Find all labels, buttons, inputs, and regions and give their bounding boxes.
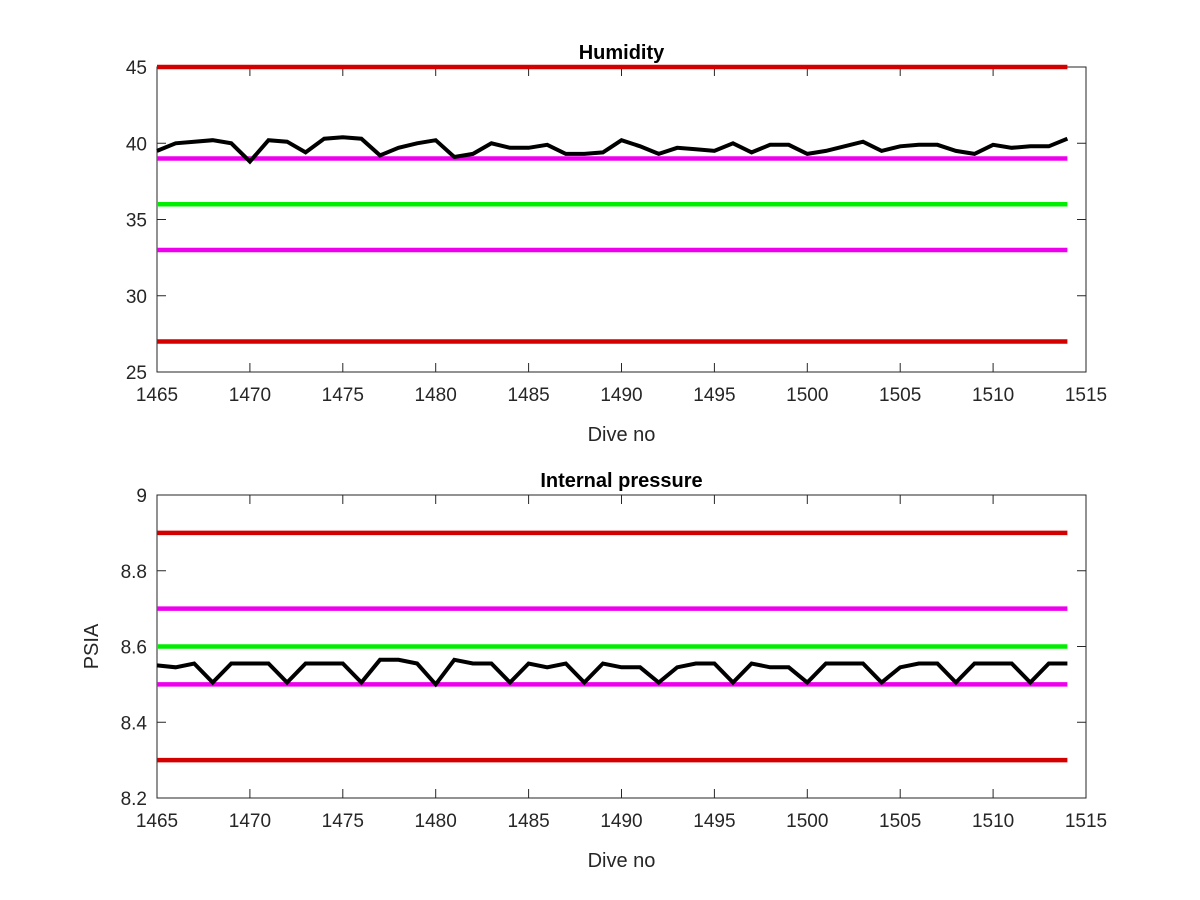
y-tick-label: 45 xyxy=(126,58,147,79)
x-axis-label: Dive no xyxy=(588,850,656,872)
x-tick-label: 1470 xyxy=(229,385,271,406)
y-tick-label: 30 xyxy=(126,287,147,308)
y-tick-label: 8.8 xyxy=(121,562,147,583)
plot-area-frame xyxy=(156,66,1087,373)
x-tick-label: 1475 xyxy=(322,385,364,406)
x-tick-label: 1465 xyxy=(136,385,178,406)
chart-title: Internal pressure xyxy=(540,470,702,492)
x-axis-label: Dive no xyxy=(588,424,656,446)
x-tick-label: 1500 xyxy=(786,811,828,832)
x-tick-label: 1505 xyxy=(879,385,921,406)
chart-title: Humidity xyxy=(579,42,665,64)
y-tick-label: 9 xyxy=(136,486,147,507)
chart-1: 1465 1470 1475 1480 1485 1490 1495 1500 1505 1510… xyxy=(126,42,1107,446)
x-tick-label: 1515 xyxy=(1065,811,1107,832)
x-tick-label: 1485 xyxy=(507,811,549,832)
x-tick-label: 1495 xyxy=(693,385,735,406)
x-tick-label: 1490 xyxy=(600,385,642,406)
y-axis-label: PSIA xyxy=(81,623,103,669)
x-tick-label: 1495 xyxy=(693,811,735,832)
x-tick-label: 1510 xyxy=(972,811,1014,832)
x-tick-label: 1510 xyxy=(972,385,1014,406)
series-line-6 xyxy=(156,135,1069,165)
y-tick-label: 8.2 xyxy=(121,789,147,810)
x-tick-label: 1470 xyxy=(229,811,271,832)
x-tick-label: 1480 xyxy=(415,811,457,832)
x-tick-label: 1490 xyxy=(600,811,642,832)
y-tick-label: 35 xyxy=(126,211,147,232)
x-tick-label: 1485 xyxy=(507,385,549,406)
y-tick-label: 25 xyxy=(126,363,147,384)
x-tick-label: 1515 xyxy=(1065,385,1107,406)
x-tick-label: 1465 xyxy=(136,811,178,832)
y-tick-label: 40 xyxy=(126,134,147,155)
x-tick-label: 1480 xyxy=(415,385,457,406)
series-line-6 xyxy=(156,657,1068,688)
x-tick-label: 1505 xyxy=(879,811,921,832)
y-tick-label: 8.4 xyxy=(121,713,148,734)
y-tick-label: 8.6 xyxy=(121,638,147,659)
chart-2: 1465 1470 1475 1480 1485 1490 1495 1500 1505 1510… xyxy=(81,470,1107,872)
x-tick-label: 1500 xyxy=(786,385,828,406)
x-tick-label: 1475 xyxy=(322,811,364,832)
